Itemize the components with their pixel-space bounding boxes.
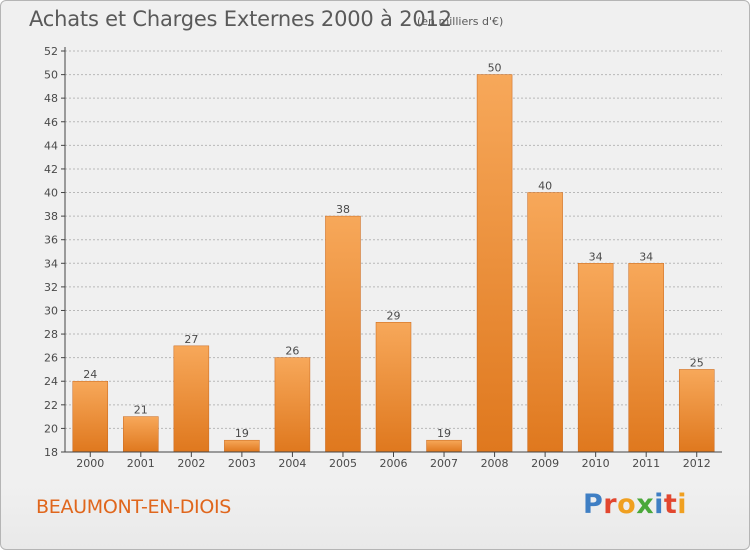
chart-unit: (en milliers d'€) (417, 15, 504, 28)
logo-letter: i (654, 489, 664, 520)
y-tick-label: 40 (44, 187, 58, 200)
logo-letter: r (603, 489, 618, 520)
y-tick-label: 36 (44, 234, 58, 247)
x-tick-label: 2010 (582, 457, 610, 470)
data-label: 40 (538, 180, 552, 193)
y-tick-label: 50 (44, 69, 58, 82)
data-label: 38 (336, 203, 350, 216)
data-label: 19 (437, 427, 451, 440)
bar-2010 (577, 263, 614, 453)
bar-2004 (274, 357, 311, 453)
chart-title: Achats et Charges Externes 2000 à 2012 (29, 7, 452, 31)
logo-letter: i (677, 489, 688, 520)
y-tick-label: 20 (44, 422, 58, 435)
x-tick-label: 2008 (481, 457, 509, 470)
data-label: 50 (488, 62, 502, 75)
data-label: 25 (690, 356, 704, 369)
bar-2006 (375, 322, 412, 453)
y-tick-label: 24 (44, 375, 58, 388)
proxiti-logo[interactable]: Proxiti (583, 489, 687, 520)
bar-2007 (426, 439, 462, 453)
logo-letter: t (663, 489, 678, 520)
data-label: 29 (387, 309, 401, 322)
bar-2005 (325, 215, 361, 453)
x-tick-label: 2011 (632, 457, 660, 470)
x-tick-label: 2004 (278, 457, 306, 470)
y-tick-label: 30 (44, 304, 58, 317)
x-tick-label: 2001 (127, 457, 155, 470)
bar-2011 (628, 263, 664, 453)
y-tick-label: 48 (44, 92, 58, 105)
y-tick-label: 38 (44, 210, 58, 223)
commune-name: BEAUMONT-EN-DIOIS (36, 496, 232, 518)
data-label: 34 (639, 250, 653, 263)
x-tick-label: 2005 (329, 457, 357, 470)
bar-2009 (527, 192, 563, 453)
y-tick-label: 46 (44, 116, 58, 129)
x-tick-label: 2002 (177, 457, 205, 470)
y-tick-label: 26 (44, 352, 58, 365)
y-axis-ticks: 18 20 22 24 26 28 30 32 34 36 38 40 42 44 46 48 50 52 (44, 45, 65, 459)
logo-letter: P (583, 489, 604, 520)
x-tick-label: 2007 (430, 457, 458, 470)
data-label: 24 (83, 368, 97, 381)
y-tick-label: 42 (44, 163, 58, 176)
bars (72, 74, 715, 453)
data-label: 27 (184, 333, 198, 346)
y-tick-label: 32 (44, 281, 58, 294)
bar-2003 (224, 439, 260, 453)
bar-2002 (173, 345, 210, 453)
y-tick-label: 22 (44, 399, 58, 412)
y-tick-label: 28 (44, 328, 58, 341)
x-tick-label: 2000 (76, 457, 104, 470)
x-tick-label: 2012 (683, 457, 711, 470)
logo-letter: x (636, 489, 655, 520)
x-tick-label: 2009 (531, 457, 559, 470)
logo-letter: o (617, 489, 637, 520)
y-tick-label: 44 (44, 139, 58, 152)
x-tick-label: 2006 (380, 457, 408, 470)
x-tick-label: 2003 (228, 457, 256, 470)
data-label: 19 (235, 427, 249, 440)
data-label: 34 (589, 250, 603, 263)
bar-2001 (123, 416, 159, 453)
x-axis-ticks: 2000 2001 2002 2003 2004 2005 2006 2007 2008 2009… (76, 452, 711, 470)
bar-2008 (476, 74, 513, 453)
y-tick-label: 52 (44, 45, 58, 58)
data-label: 26 (285, 345, 299, 358)
bar-2000 (72, 380, 109, 453)
data-label: 21 (134, 404, 148, 417)
y-tick-label: 18 (44, 446, 58, 459)
data-labels: 24 21 27 19 26 38 29 19 50 40 34 34 25 (83, 62, 703, 441)
y-tick-label: 34 (44, 257, 58, 270)
bar-2012 (678, 369, 715, 453)
